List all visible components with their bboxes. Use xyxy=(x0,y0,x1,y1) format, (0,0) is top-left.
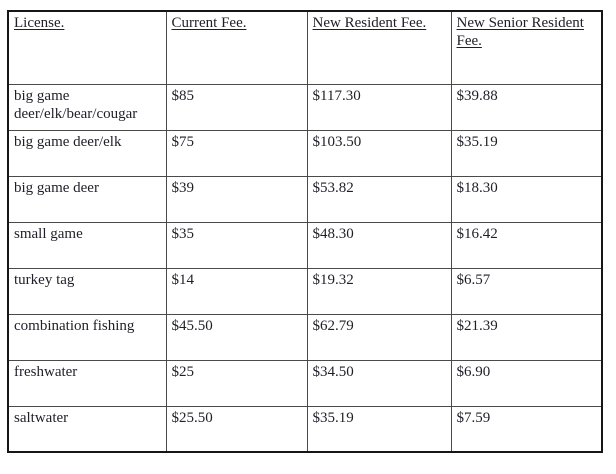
table-header-row: License. Current Fee. New Resident Fee. … xyxy=(7,10,603,85)
column-header-new-resident-fee: New Resident Fee. xyxy=(306,10,452,85)
cell-current-fee: $45.50 xyxy=(165,313,308,361)
cell-license: combination fishing xyxy=(7,313,167,361)
column-header-label: Current Fee. xyxy=(171,15,247,31)
table-row: big game deer/elk $75 $103.50 $35.19 xyxy=(7,129,603,177)
table-row: big game deer $39 $53.82 $18.30 xyxy=(7,175,603,223)
table-row: big game deer/elk/bear/cougar $85 $117.3… xyxy=(7,83,603,131)
cell-current-fee: $25.50 xyxy=(165,405,308,453)
cell-current-fee: $75 xyxy=(165,129,308,177)
column-header-current-fee: Current Fee. xyxy=(165,10,308,85)
table-row: freshwater $25 $34.50 $6.90 xyxy=(7,359,603,407)
cell-new-resident-fee: $62.79 xyxy=(306,313,452,361)
cell-license: saltwater xyxy=(7,405,167,453)
cell-new-resident-fee: $117.30 xyxy=(306,83,452,131)
table-row: saltwater $25.50 $35.19 $7.59 xyxy=(7,405,603,453)
cell-current-fee: $25 xyxy=(165,359,308,407)
cell-new-senior-resident-fee: $21.39 xyxy=(450,313,603,361)
cell-current-fee: $14 xyxy=(165,267,308,315)
cell-new-resident-fee: $48.30 xyxy=(306,221,452,269)
cell-current-fee: $85 xyxy=(165,83,308,131)
cell-new-senior-resident-fee: $6.57 xyxy=(450,267,603,315)
table-row: combination fishing $45.50 $62.79 $21.39 xyxy=(7,313,603,361)
cell-new-resident-fee: $53.82 xyxy=(306,175,452,223)
column-header-label: New Senior Resident Fee. xyxy=(456,15,584,49)
column-header-label: License. xyxy=(14,15,65,31)
cell-new-resident-fee: $34.50 xyxy=(306,359,452,407)
table-row: small game $35 $48.30 $16.42 xyxy=(7,221,603,269)
column-header-license: License. xyxy=(7,10,167,85)
cell-license: big game deer xyxy=(7,175,167,223)
column-header-new-senior-resident-fee: New Senior Resident Fee. xyxy=(450,10,603,85)
cell-license: small game xyxy=(7,221,167,269)
cell-license: big game deer/elk xyxy=(7,129,167,177)
cell-license: turkey tag xyxy=(7,267,167,315)
cell-license: big game deer/elk/bear/cougar xyxy=(7,83,167,131)
column-header-label: New Resident Fee. xyxy=(312,15,427,31)
cell-new-senior-resident-fee: $18.30 xyxy=(450,175,603,223)
cell-current-fee: $39 xyxy=(165,175,308,223)
cell-new-senior-resident-fee: $6.90 xyxy=(450,359,603,407)
cell-new-resident-fee: $103.50 xyxy=(306,129,452,177)
cell-new-resident-fee: $19.32 xyxy=(306,267,452,315)
table-row: turkey tag $14 $19.32 $6.57 xyxy=(7,267,603,315)
cell-new-senior-resident-fee: $7.59 xyxy=(450,405,603,453)
cell-new-resident-fee: $35.19 xyxy=(306,405,452,453)
cell-current-fee: $35 xyxy=(165,221,308,269)
license-fee-table: License. Current Fee. New Resident Fee. … xyxy=(7,10,603,453)
cell-license: freshwater xyxy=(7,359,167,407)
cell-new-senior-resident-fee: $16.42 xyxy=(450,221,603,269)
cell-new-senior-resident-fee: $39.88 xyxy=(450,83,603,131)
cell-new-senior-resident-fee: $35.19 xyxy=(450,129,603,177)
